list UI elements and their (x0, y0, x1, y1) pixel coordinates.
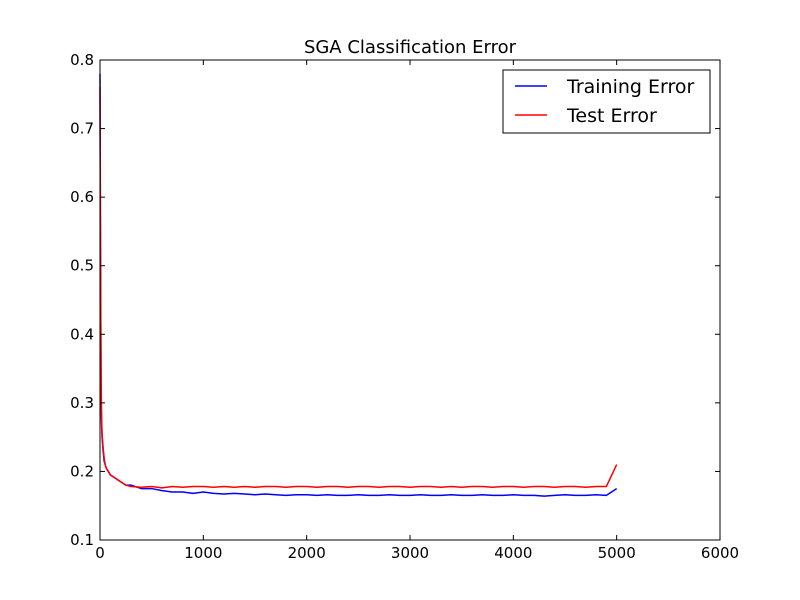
x-tick-label-4: 4000 (494, 544, 532, 562)
legend-test-error-label: Test Error (566, 105, 657, 127)
y-tick-label-1: 0.2 (70, 462, 94, 480)
legend-frame (502, 69, 711, 134)
legend-training-error-label: Training Error (566, 76, 695, 98)
y-tick-label-4: 0.5 (70, 257, 94, 275)
y-tick-label-3: 0.4 (70, 325, 94, 343)
series-layer (99, 73, 618, 497)
x-tick-label-5: 5000 (598, 544, 636, 562)
legend: Training Error Test Error (502, 69, 711, 134)
chart-title: SGA Classification Error (304, 37, 517, 58)
x-tick-label-6: 6000 (701, 544, 739, 562)
y-tick-label-6: 0.7 (70, 120, 94, 138)
tick-layer: 0 1000 2000 3000 4000 5000 6000 0.1 0.2 0.3 0.4 0.5… (70, 51, 739, 562)
y-tick-label-7: 0.8 (70, 51, 94, 69)
x-tick-label-1: 1000 (184, 544, 222, 562)
y-tick-label-2: 0.3 (70, 394, 94, 412)
x-tick-label-2: 2000 (288, 544, 326, 562)
y-tick-label-0: 0.1 (70, 531, 94, 549)
y-tick-label-5: 0.6 (70, 188, 94, 206)
x-tick-label-3: 3000 (391, 544, 429, 562)
series-line-test-error (99, 87, 618, 489)
x-tick-label-0: 0 (95, 544, 105, 562)
